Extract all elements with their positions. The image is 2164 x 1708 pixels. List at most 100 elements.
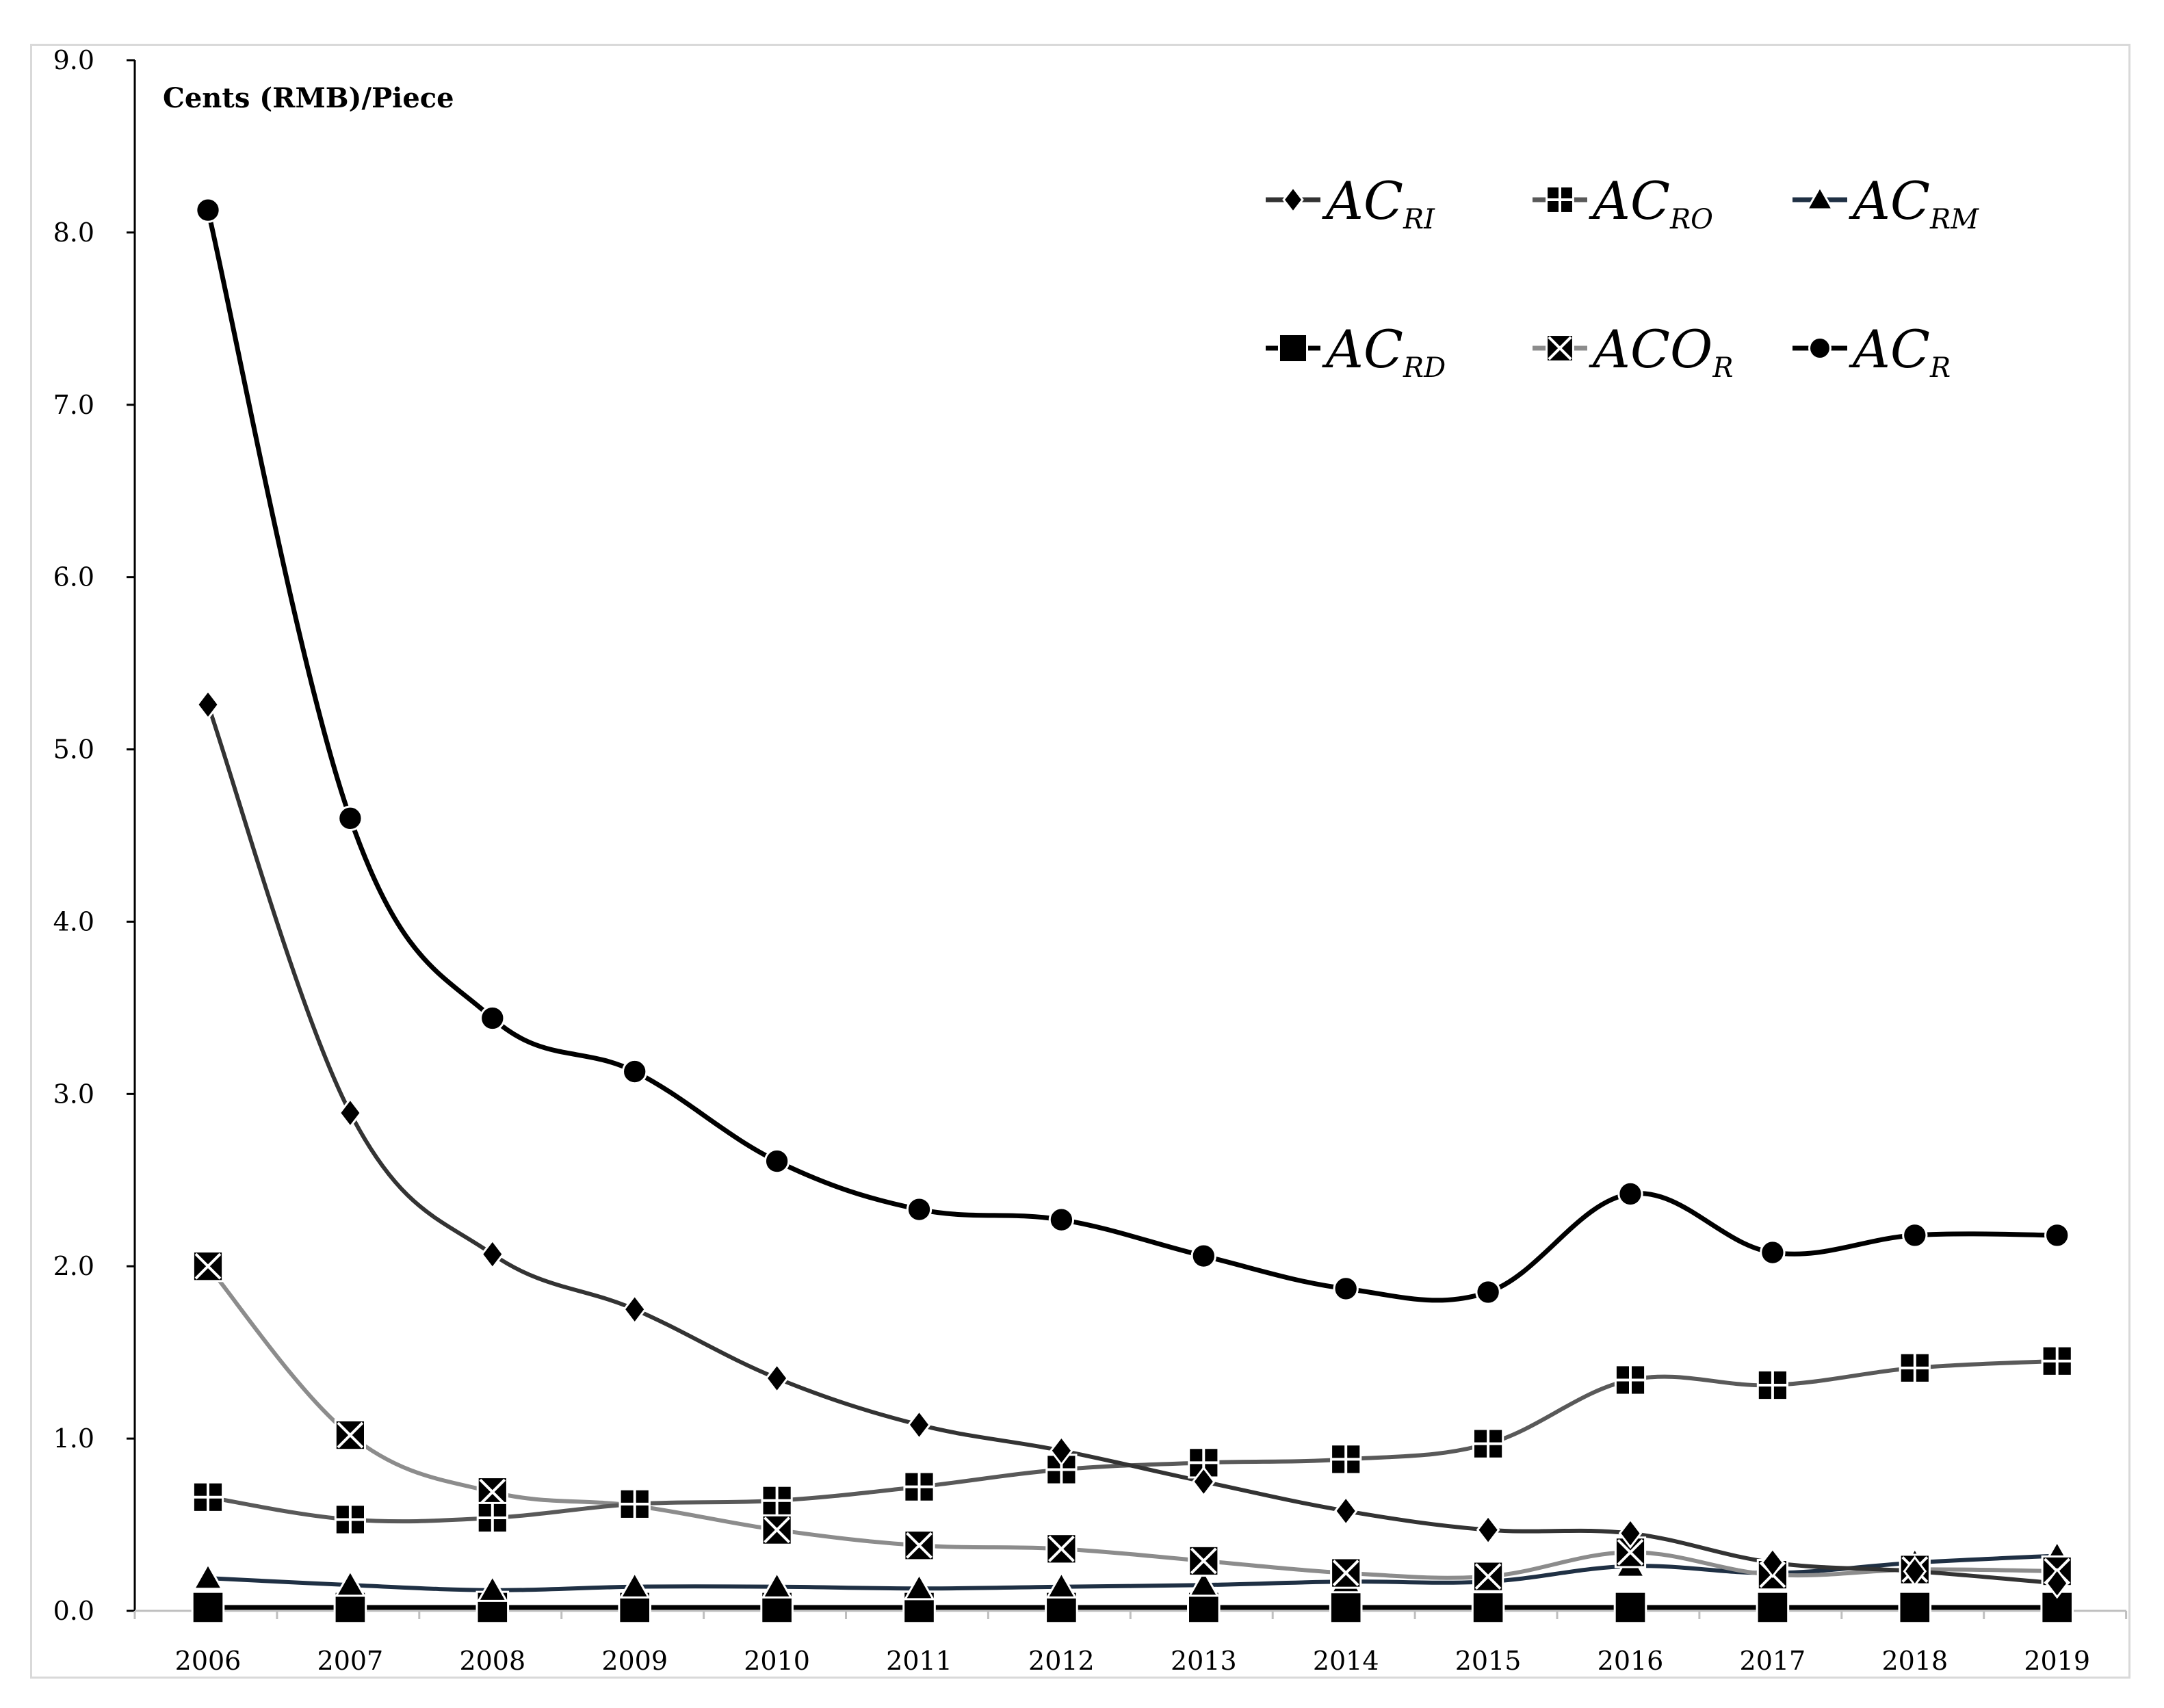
data-point-ac-ro: [1472, 1428, 1504, 1460]
circle-marker-shape: [1808, 337, 1831, 360]
marker-x-stroke: [337, 1421, 364, 1449]
legend-item-ac-ri: ACRI: [1266, 170, 1435, 235]
data-point-ac-ro: [1899, 1352, 1931, 1384]
legend-label-subscript: RD: [1403, 352, 1446, 384]
y-tick-label: 9.0: [53, 45, 94, 75]
chart-frame: [30, 44, 2130, 1679]
x-tick-label: 2009: [601, 1646, 668, 1676]
legend-label-subscript: RO: [1669, 204, 1713, 235]
legend-label-main: ACO: [1589, 319, 1712, 380]
data-point-ac-rd: [333, 1590, 367, 1625]
square-marker-shape: [1471, 1590, 1505, 1625]
circle-marker-shape: [622, 1058, 648, 1085]
marker-x-stroke: [1047, 1535, 1075, 1562]
diamond-marker-shape: [623, 1293, 647, 1325]
y-tick-label: 5.0: [53, 735, 94, 765]
legend-swatch-marker: [1277, 332, 1309, 364]
triangle-marker-shape: [903, 1572, 935, 1601]
diamond-marker-shape: [1050, 1435, 1073, 1467]
data-point-ac-ri: [1333, 1495, 1358, 1527]
data-point-ac-r: [1760, 1239, 1786, 1265]
series-markers: [191, 197, 2074, 1625]
y-tick-label: 3.0: [53, 1079, 94, 1109]
legend-label: ACRD: [1322, 319, 1446, 384]
square-marker-shape: [333, 1590, 367, 1625]
data-point-aco-r: [1045, 1533, 1078, 1565]
x-tick-label: 2007: [317, 1646, 384, 1676]
square-marker-shape: [1329, 1590, 1363, 1625]
diamond-marker-shape: [1903, 1555, 1927, 1587]
data-point-ac-ri: [623, 1293, 647, 1325]
circle-marker-shape: [1760, 1239, 1786, 1265]
data-point-ac-rd: [1329, 1590, 1363, 1625]
data-point-ac-rm: [334, 1568, 366, 1597]
data-point-ac-rd: [1898, 1590, 1932, 1625]
data-point-ac-r: [764, 1148, 790, 1174]
triangle-marker-shape: [618, 1571, 651, 1599]
data-point-ac-ro: [1614, 1364, 1647, 1396]
legend-swatch-marker: [1805, 185, 1834, 211]
legend-label-main: AC: [1849, 170, 1930, 231]
data-point-ac-r: [1902, 1222, 1928, 1248]
data-point-ac-r: [2044, 1222, 2070, 1248]
square-marker-shape: [191, 1590, 225, 1625]
data-point-ac-ri: [1760, 1547, 1785, 1579]
data-point-ac-r: [622, 1058, 648, 1085]
diamond-marker-shape: [480, 1238, 505, 1270]
data-point-ac-ri: [765, 1363, 789, 1394]
triangle-marker-shape: [476, 1574, 508, 1602]
data-point-ac-r: [195, 197, 221, 223]
marker-x-stroke: [906, 1532, 933, 1559]
diamond-marker-shape: [338, 1097, 363, 1129]
legend-swatch-marker: [1282, 185, 1304, 214]
data-point-aco-r: [476, 1476, 508, 1508]
y-tick-label: 7.0: [53, 390, 94, 420]
data-point-ac-r: [1190, 1243, 1216, 1269]
circle-marker-shape: [337, 805, 363, 831]
triangle-marker-shape: [334, 1568, 366, 1597]
x-tick-label: 2014: [1313, 1646, 1379, 1676]
diamond-marker-shape: [1760, 1547, 1785, 1579]
data-point-ac-ri: [1050, 1435, 1073, 1467]
legend-swatch-marker: [1546, 185, 1574, 214]
y-tick-label: 6.0: [53, 562, 94, 592]
x-tick-label: 2016: [1598, 1646, 1664, 1676]
triangle-marker-shape: [192, 1562, 224, 1590]
diamond-marker-shape: [1282, 185, 1304, 214]
triangle-marker-shape: [761, 1571, 793, 1599]
diamond-marker-shape: [196, 689, 220, 720]
circle-marker-shape: [906, 1196, 933, 1222]
data-point-ac-ro: [2041, 1345, 2073, 1377]
triangle-marker-shape: [1045, 1571, 1078, 1599]
triangle-marker-shape: [1805, 185, 1834, 211]
legend-label: ACRI: [1322, 170, 1435, 235]
diamond-marker-shape: [907, 1409, 931, 1441]
square-marker-shape: [1756, 1590, 1790, 1625]
legend-label-subscript: R: [1712, 352, 1733, 384]
legend-label-main: AC: [1322, 319, 1403, 380]
data-point-ac-ro: [618, 1488, 651, 1520]
data-point-ac-rm: [1188, 1568, 1220, 1597]
legend-label: ACRM: [1849, 170, 1979, 235]
x-tick-label: 2011: [886, 1646, 952, 1676]
data-point-aco-r: [761, 1514, 793, 1546]
x-tick-label: 2008: [459, 1646, 525, 1676]
marker-x-stroke: [1617, 1538, 1644, 1566]
data-point-ac-ri: [1476, 1514, 1500, 1546]
series-line-ac-r: [205, 209, 2057, 1303]
data-point-aco-r: [192, 1250, 224, 1283]
data-point-ac-ro: [761, 1484, 793, 1516]
legend-item-aco-r: ACOR: [1533, 319, 1733, 384]
circle-marker-shape: [1475, 1279, 1501, 1305]
data-point-ac-rm: [1045, 1571, 1078, 1599]
data-point-ac-rm: [476, 1574, 508, 1602]
legend-swatch-marker: [1546, 334, 1574, 363]
marker-x-stroke: [1332, 1560, 1359, 1586]
data-point-ac-r: [1333, 1276, 1359, 1302]
diamond-marker-shape: [1333, 1495, 1358, 1527]
square-marker-shape: [1277, 332, 1309, 364]
diamond-marker-shape: [1192, 1466, 1216, 1497]
data-point-ac-ro: [192, 1481, 224, 1513]
legend-item-ac-ro: ACRO: [1533, 170, 1713, 235]
